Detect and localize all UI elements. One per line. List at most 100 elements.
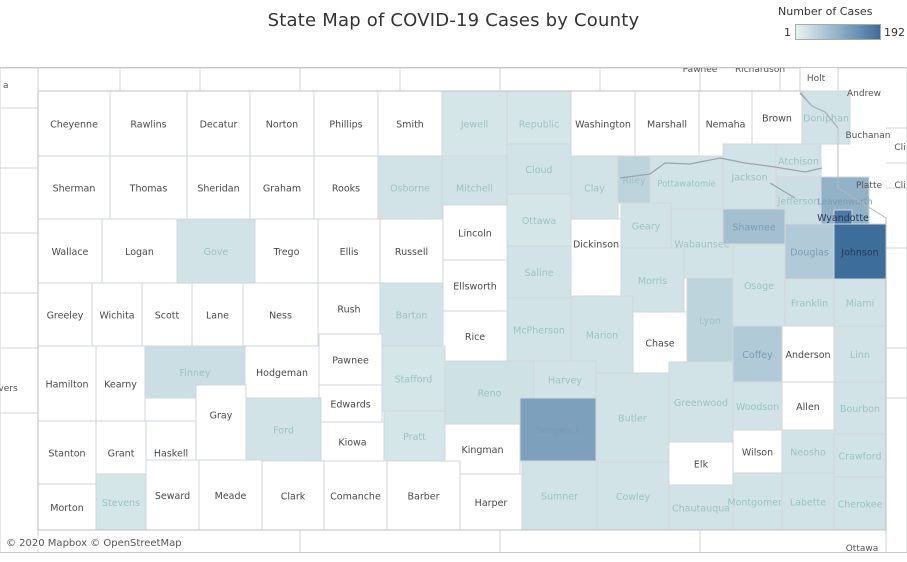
county-sumner[interactable]: Sumner: [521, 460, 598, 531]
county-mcpherson[interactable]: McPherson: [506, 297, 572, 362]
county-thomas[interactable]: Thomas: [109, 155, 188, 220]
county-pawnee[interactable]: Pawnee: [318, 333, 383, 386]
county-allen[interactable]: Allen: [781, 381, 835, 431]
county-pratt[interactable]: Pratt: [383, 410, 446, 462]
county-gray[interactable]: Gray: [195, 384, 247, 461]
county-shape[interactable]: [101, 218, 178, 284]
county-shape[interactable]: [377, 90, 443, 157]
county-ellis[interactable]: Ellis: [317, 218, 381, 284]
county-barber[interactable]: Barber: [386, 460, 461, 531]
county-scott[interactable]: Scott: [141, 282, 193, 347]
county-shape[interactable]: [318, 333, 383, 386]
county-lincoln[interactable]: Lincoln: [442, 204, 508, 261]
county-riley[interactable]: Riley: [617, 155, 651, 204]
county-shape[interactable]: [320, 421, 385, 462]
county-geary[interactable]: Geary: [620, 202, 672, 249]
county-shape[interactable]: [383, 410, 446, 462]
county-shape[interactable]: [242, 282, 319, 347]
county-rawlins[interactable]: Rawlins: [109, 90, 188, 157]
county-wilson[interactable]: Wilson: [732, 429, 783, 474]
county-doniphan[interactable]: Doniphan: [801, 90, 851, 145]
county-sheridan[interactable]: Sheridan: [186, 155, 251, 220]
map-attribution[interactable]: © 2020 Mapbox © OpenStreetMap: [4, 538, 184, 549]
county-marion[interactable]: Marion: [570, 295, 634, 374]
county-stanton[interactable]: Stanton: [37, 420, 97, 485]
county-douglas[interactable]: Douglas: [784, 223, 835, 280]
county-comanche[interactable]: Comanche: [323, 460, 388, 531]
county-shape[interactable]: [570, 295, 634, 374]
county-cowley[interactable]: Cowley: [596, 461, 670, 531]
county-shape[interactable]: [686, 277, 734, 363]
county-cloud[interactable]: Cloud: [506, 143, 572, 195]
county-neosho[interactable]: Neosho: [781, 429, 835, 474]
county-wyandotte[interactable]: Wyandotte: [817, 209, 869, 225]
county-bourbon[interactable]: Bourbon: [833, 381, 887, 435]
county-lyon[interactable]: Lyon: [686, 277, 734, 363]
county-shape[interactable]: [109, 155, 188, 220]
county-shape[interactable]: [781, 381, 835, 431]
county-shape[interactable]: [833, 223, 887, 280]
county-montgomery[interactable]: Montgomery: [727, 472, 788, 531]
county-shape[interactable]: [313, 155, 379, 220]
county-kearny[interactable]: Kearny: [95, 345, 146, 422]
county-greeley[interactable]: Greeley: [37, 282, 93, 347]
county-shape[interactable]: [379, 282, 444, 347]
county-rice[interactable]: Rice: [442, 310, 508, 362]
county-russell[interactable]: Russell: [379, 218, 444, 284]
county-linn[interactable]: Linn: [833, 325, 887, 383]
county-decatur[interactable]: Decatur: [186, 90, 251, 157]
county-shape[interactable]: [617, 155, 651, 204]
county-shape[interactable]: [784, 223, 835, 280]
county-shape[interactable]: [442, 259, 508, 312]
county-shape[interactable]: [109, 90, 188, 157]
county-labette[interactable]: Labette: [781, 472, 835, 531]
county-ness[interactable]: Ness: [242, 282, 319, 347]
county-shape[interactable]: [37, 155, 111, 220]
county-shape[interactable]: [91, 282, 143, 347]
county-johnson[interactable]: Johnson: [833, 223, 887, 280]
county-layer[interactable]: Cheyenne Rawlins Decatur Norton Phillips Smit…: [37, 90, 887, 531]
county-anderson[interactable]: Anderson: [781, 325, 835, 383]
county-shape[interactable]: [244, 345, 320, 399]
county-shape[interactable]: [570, 218, 622, 297]
county-shape[interactable]: [245, 397, 322, 462]
county-shape[interactable]: [506, 297, 572, 362]
county-shape[interactable]: [732, 429, 783, 474]
county-edwards[interactable]: Edwards: [318, 384, 383, 423]
county-wichita[interactable]: Wichita: [91, 282, 143, 347]
county-shape[interactable]: [751, 90, 803, 145]
county-osage[interactable]: Osage: [732, 243, 786, 327]
county-logan[interactable]: Logan: [101, 218, 178, 284]
county-shape[interactable]: [95, 345, 146, 422]
county-shape[interactable]: [595, 372, 670, 463]
county-coffey[interactable]: Coffey: [732, 325, 783, 383]
county-shape[interactable]: [186, 155, 251, 220]
county-shape[interactable]: [519, 397, 597, 462]
county-map[interactable]: Cheyenne Rawlins Decatur Norton Phillips Smit…: [0, 68, 907, 552]
county-miami[interactable]: Miami: [833, 278, 887, 327]
county-phillips[interactable]: Phillips: [313, 90, 379, 157]
county-shape[interactable]: [732, 472, 783, 531]
county-shape[interactable]: [249, 155, 315, 220]
county-shape[interactable]: [317, 218, 381, 284]
county-shape[interactable]: [386, 460, 461, 531]
county-sherman[interactable]: Sherman: [37, 155, 111, 220]
county-shape[interactable]: [833, 381, 887, 435]
county-clay[interactable]: Clay: [570, 155, 619, 220]
county-shape[interactable]: [145, 459, 200, 531]
county-ellsworth[interactable]: Ellsworth: [442, 259, 508, 312]
county-smith[interactable]: Smith: [377, 90, 443, 157]
county-shape[interactable]: [722, 208, 786, 245]
county-cheyenne[interactable]: Cheyenne: [37, 90, 111, 157]
county-shape[interactable]: [176, 218, 256, 284]
map-canvas[interactable]: Cheyenne Rawlins Decatur Norton Phillips Smit…: [0, 67, 907, 553]
county-cherokee[interactable]: Cherokee: [833, 476, 887, 531]
county-shape[interactable]: [377, 155, 443, 220]
county-shape[interactable]: [781, 429, 835, 474]
county-gove[interactable]: Gove: [176, 218, 256, 284]
county-jackson[interactable]: Jackson: [722, 143, 777, 210]
county-ottawa[interactable]: Ottawa: [506, 193, 572, 247]
county-saline[interactable]: Saline: [506, 245, 572, 299]
county-shape[interactable]: [784, 278, 835, 327]
county-shape[interactable]: [261, 460, 325, 531]
